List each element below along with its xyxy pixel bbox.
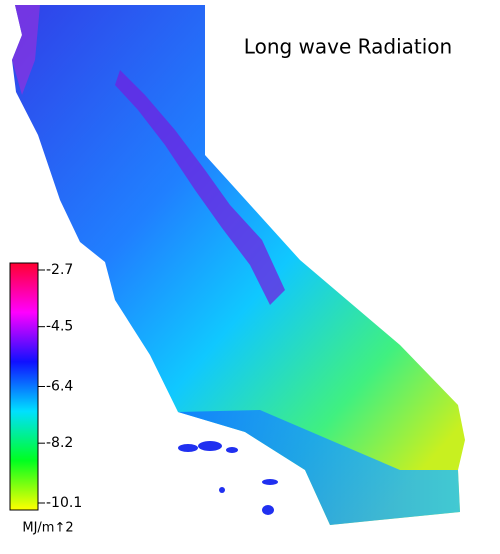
state-shape <box>12 5 465 525</box>
map-title: Long wave Radiation <box>244 35 452 59</box>
colorbar-unit: MJ/m↑2 <box>22 521 73 536</box>
colorbar-tick-label: -8.2 <box>46 435 73 451</box>
southern-coast <box>178 410 460 525</box>
islands <box>178 441 278 515</box>
colorbar-tick-label: -10.1 <box>46 495 82 511</box>
colorbar-tick-label: -6.4 <box>46 379 73 395</box>
colorbar-tick-label: -4.5 <box>46 319 73 335</box>
colorbar <box>9 262 39 511</box>
california-map <box>12 5 465 525</box>
colorbar-ticks: -2.7 -4.5 -6.4 -8.2 -10.1 <box>38 262 82 511</box>
mountain-ridge <box>115 70 285 305</box>
colorbar-tick-label: -2.7 <box>46 262 73 278</box>
north-coast-high <box>12 5 40 95</box>
